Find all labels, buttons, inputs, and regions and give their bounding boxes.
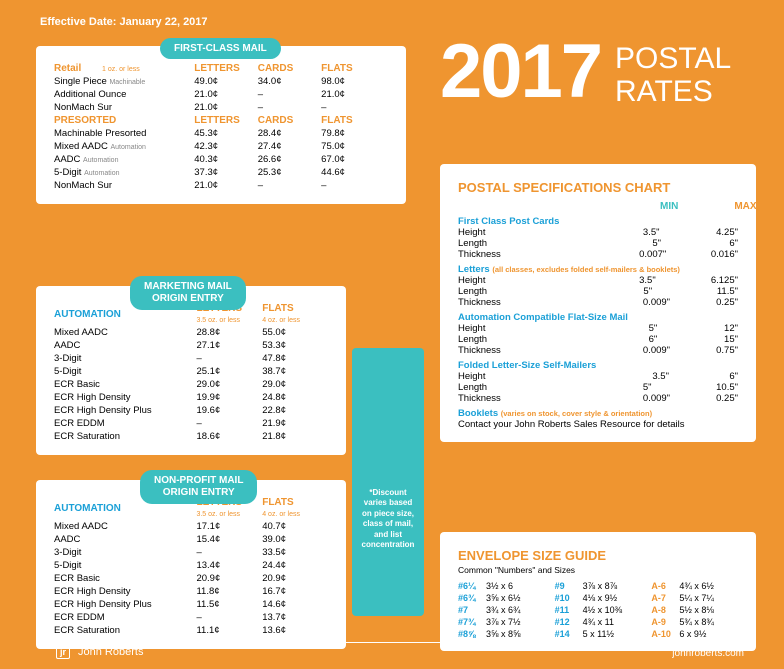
title: POSTALRATES: [615, 42, 731, 108]
brand: jrJohn Roberts: [56, 645, 143, 659]
effective-date: Effective Date: January 22, 2017: [40, 16, 208, 28]
first-class-pill: FIRST-CLASS MAIL: [160, 38, 281, 59]
footer-line: [36, 642, 748, 643]
nonprofit-card: AUTOMATIONLETTERS3.5 oz. or lessFLATS4 o…: [36, 480, 346, 649]
env-title: ENVELOPE SIZE GUIDE: [458, 548, 738, 563]
nonprofit-pill: NON-PROFIT MAILORIGIN ENTRY: [140, 470, 257, 504]
marketing-pill: MARKETING MAILORIGIN ENTRY: [130, 276, 246, 310]
env-grid: #6¼3½ x 6#93⅞ x 8⅞A-64¾ x 6½ #6¾3⅝ x 6½#…: [458, 581, 738, 639]
first-class-table: Retail 1 oz. or lessLETTERSCARDSFLATS Si…: [54, 62, 388, 192]
first-class-card: Retail 1 oz. or lessLETTERSCARDSFLATS Si…: [36, 46, 406, 204]
spec-title: POSTAL SPECIFICATIONS CHART: [458, 180, 738, 195]
marketing-table: AUTOMATIONLETTERS3.5 oz. or lessFLATS4 o…: [54, 302, 328, 443]
url: johnroberts.com: [672, 648, 744, 659]
discount-note: *Discount varies based on piece size, cl…: [352, 348, 424, 616]
marketing-card: AUTOMATIONLETTERS3.5 oz. or lessFLATS4 o…: [36, 286, 346, 455]
year: 2017: [440, 28, 601, 115]
envelope-card: ENVELOPE SIZE GUIDE Common "Numbers" and…: [440, 532, 756, 651]
spec-card: POSTAL SPECIFICATIONS CHART MINMAX First…: [440, 164, 756, 442]
nonprofit-table: AUTOMATIONLETTERS3.5 oz. or lessFLATS4 o…: [54, 496, 328, 637]
